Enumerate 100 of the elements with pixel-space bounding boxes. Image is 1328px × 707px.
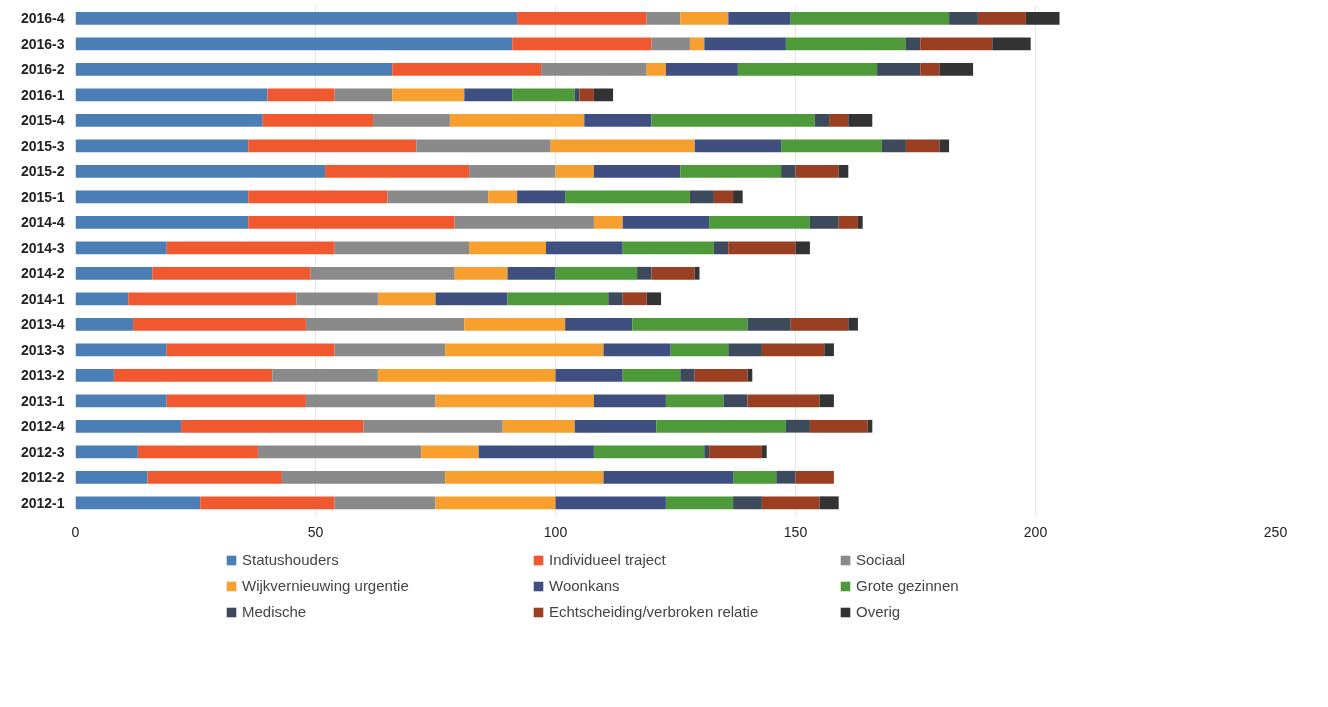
legend-label: Woonkans [549, 577, 621, 594]
bar [790, 11, 950, 25]
bar [512, 88, 575, 102]
bar [713, 190, 734, 204]
bar [421, 445, 479, 459]
bar [325, 164, 470, 178]
y-tick-label: 2013-4 [20, 316, 65, 333]
bar [75, 11, 518, 25]
bar [137, 445, 258, 459]
bar [709, 215, 810, 229]
bar [75, 215, 249, 229]
bar [795, 164, 839, 178]
bar [445, 470, 604, 484]
bar [435, 292, 508, 306]
bar [977, 11, 1026, 25]
bar [133, 317, 306, 331]
bar [373, 113, 450, 127]
bar [363, 419, 503, 433]
bar [814, 113, 830, 127]
legend-label: Medische [242, 603, 308, 620]
x-tick-label: 50 [307, 523, 324, 540]
bar [680, 11, 729, 25]
bar [464, 317, 566, 331]
bar [651, 266, 695, 280]
bar [857, 215, 863, 229]
bar [694, 139, 782, 153]
y-tick-label: 2013-3 [20, 341, 65, 358]
bar [565, 317, 633, 331]
bar [248, 139, 417, 153]
bar [632, 317, 748, 331]
bar [75, 113, 263, 127]
bar [665, 394, 724, 408]
bar [454, 215, 594, 229]
bar [464, 88, 513, 102]
bar [75, 62, 393, 76]
bar [920, 62, 940, 76]
x-tick-label: 0 [71, 523, 80, 540]
x-tick-label: 150 [783, 523, 808, 540]
bar [593, 394, 666, 408]
bar [838, 215, 858, 229]
bar [795, 241, 810, 255]
bar [281, 470, 446, 484]
bar [392, 62, 542, 76]
bar [877, 62, 921, 76]
y-tick-label: 2015-2 [20, 163, 65, 180]
legend-label: Echtscheiding/verbroken relatie [549, 603, 760, 620]
bar [305, 317, 465, 331]
y-tick-label: 2016-2 [20, 61, 65, 78]
bar [905, 139, 940, 153]
bar [790, 317, 849, 331]
bar [478, 445, 594, 459]
bar [713, 241, 729, 255]
bar [75, 37, 513, 51]
bar [454, 266, 508, 280]
bar [257, 445, 422, 459]
bar [75, 164, 326, 178]
bar [761, 496, 820, 510]
bar [992, 37, 1031, 51]
bar [603, 470, 734, 484]
bar [795, 470, 834, 484]
bar [646, 292, 662, 306]
bar [593, 164, 681, 178]
bar [848, 317, 858, 331]
y-tick-label: 2015-4 [20, 112, 65, 129]
bar [665, 496, 734, 510]
bar [507, 292, 609, 306]
bar [512, 37, 652, 51]
bar [392, 88, 465, 102]
bar [445, 343, 604, 357]
bar [824, 343, 834, 357]
bar [689, 190, 714, 204]
bar [166, 343, 335, 357]
y-tick-label: 2012-3 [20, 443, 65, 460]
bar [113, 368, 273, 382]
bar [781, 139, 882, 153]
bar [435, 496, 556, 510]
bar [593, 445, 705, 459]
y-tick-label: 2012-2 [20, 469, 65, 486]
bar [166, 241, 335, 255]
bar [166, 394, 306, 408]
bar [737, 62, 878, 76]
bar [435, 394, 594, 408]
bar [622, 292, 647, 306]
x-tick-label: 100 [543, 523, 568, 540]
bar [128, 292, 297, 306]
bar [785, 419, 810, 433]
bar [689, 37, 705, 51]
bar [939, 139, 950, 153]
bar [728, 241, 796, 255]
bar [555, 164, 594, 178]
bar [646, 62, 666, 76]
bar [200, 496, 335, 510]
bar [723, 394, 748, 408]
y-tick-label: 2013-1 [20, 392, 65, 409]
bar [334, 241, 470, 255]
bar [565, 190, 690, 204]
bar [761, 445, 767, 459]
bar [728, 343, 762, 357]
bar [593, 88, 614, 102]
bar [75, 343, 167, 357]
